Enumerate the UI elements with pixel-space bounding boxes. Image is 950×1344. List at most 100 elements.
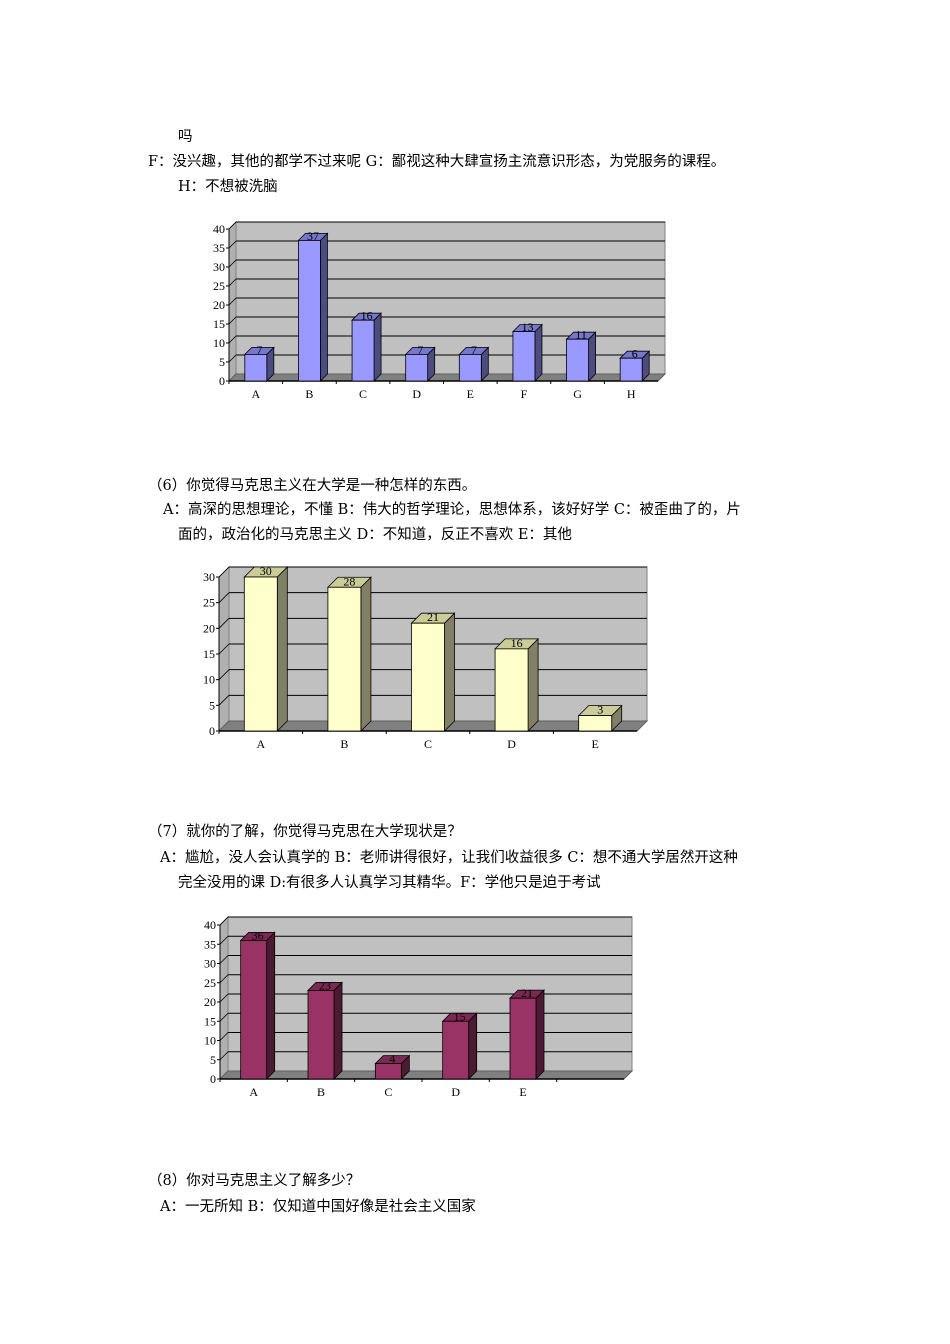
gridline-side bbox=[228, 259, 237, 268]
bar-side bbox=[535, 989, 545, 1080]
bar-face bbox=[442, 1020, 470, 1080]
bar-side bbox=[468, 1012, 478, 1080]
bar-side bbox=[444, 612, 455, 732]
y-tick-label: 20 bbox=[204, 995, 216, 1009]
x-tick-label: G bbox=[573, 387, 582, 401]
bar-side bbox=[266, 931, 276, 1080]
bar-side bbox=[373, 312, 382, 382]
gridline-side bbox=[219, 955, 229, 964]
bar-face bbox=[578, 715, 613, 732]
gridline-side bbox=[218, 618, 230, 629]
bar-E: 7 bbox=[458, 343, 490, 382]
gridline-side bbox=[218, 566, 230, 578]
bar-side bbox=[333, 981, 343, 1080]
data-label: 6 bbox=[632, 347, 638, 361]
y-tick-label: 15 bbox=[204, 1014, 216, 1028]
gridline-side bbox=[228, 297, 237, 306]
bar-face bbox=[619, 357, 643, 382]
y-tick-label: 5 bbox=[210, 1053, 216, 1067]
x-tick-label: B bbox=[317, 1085, 325, 1099]
bar-chart-2: 0 5 10 15 20 25 30 A 30 B 28 C 21 D 16 E 3 bbox=[203, 564, 649, 751]
q8-options-line-1: A：一无所知 B：仅知道中国好像是社会主义国家 bbox=[160, 1199, 476, 1215]
data-label: 15 bbox=[454, 1009, 466, 1023]
bar-face bbox=[327, 586, 362, 732]
bar-face bbox=[374, 1063, 402, 1080]
bar-side bbox=[320, 232, 328, 382]
data-label: 13 bbox=[521, 320, 533, 334]
floor bbox=[227, 373, 667, 382]
q5-line-1: 吗 bbox=[178, 129, 193, 145]
q6-options-line-1: A：高深的思想理论，不懂 B：伟大的哲学理论，思想体系，该好好学 C：被歪曲了的… bbox=[163, 502, 741, 518]
y-tick-label: 10 bbox=[213, 336, 225, 350]
y-tick-label: 25 bbox=[203, 596, 215, 610]
bar-A: 36 bbox=[239, 928, 276, 1080]
data-label: 23 bbox=[319, 978, 331, 992]
y-tick-label: 0 bbox=[209, 724, 215, 738]
x-tick-label: E bbox=[467, 387, 474, 401]
bar-B: 28 bbox=[326, 574, 372, 732]
y-tick-label: 15 bbox=[213, 317, 225, 331]
x-tick-label: A bbox=[251, 387, 260, 401]
x-tick-label: D bbox=[451, 1085, 460, 1099]
x-tick-label: D bbox=[412, 387, 421, 401]
gridline-side bbox=[218, 592, 230, 603]
y-tick-label: 20 bbox=[203, 621, 215, 635]
data-label: 7 bbox=[417, 343, 423, 357]
gridline-side bbox=[219, 974, 229, 984]
y-tick-label: 0 bbox=[219, 374, 225, 388]
y-tick-label: 35 bbox=[213, 241, 225, 255]
bar-D: 16 bbox=[494, 636, 540, 732]
bar-face bbox=[411, 622, 445, 732]
bar-B: 23 bbox=[307, 978, 343, 1080]
bar-B: 37 bbox=[297, 229, 329, 382]
data-label: 37 bbox=[307, 229, 319, 243]
data-label: 21 bbox=[521, 986, 533, 1000]
bar-chart-3: 0 5 10 15 20 25 30 35 40 A 36 B 23 C 4 D 15 E 21 bbox=[204, 915, 634, 1099]
bar-face bbox=[240, 940, 268, 1080]
q8-question: （8）你对马克思主义了解多少？ bbox=[148, 1173, 361, 1189]
data-label: 16 bbox=[511, 636, 523, 650]
bar-E: 21 bbox=[509, 986, 545, 1080]
data-label: 7 bbox=[471, 343, 477, 357]
bar-D: 15 bbox=[441, 1009, 478, 1080]
q6-question: （6）你觉得马克思主义在大学是一种怎样的东西。 bbox=[148, 478, 477, 494]
gridline-side bbox=[219, 1012, 229, 1022]
bar-A: 30 bbox=[243, 564, 289, 732]
bar-side bbox=[527, 637, 539, 732]
gridline-side bbox=[218, 643, 230, 655]
x-tick-label: E bbox=[519, 1085, 526, 1099]
y-tick-label: 10 bbox=[204, 1034, 216, 1048]
y-tick-label: 0 bbox=[210, 1072, 216, 1086]
y-tick-label: 20 bbox=[213, 298, 225, 312]
x-tick-label: C bbox=[424, 737, 432, 751]
data-label: 21 bbox=[427, 610, 439, 624]
y-tick-label: 25 bbox=[204, 976, 216, 990]
data-label: 16 bbox=[361, 309, 373, 323]
gridline-side bbox=[228, 221, 237, 230]
y-tick-label: 40 bbox=[204, 918, 216, 932]
bar-face bbox=[458, 353, 482, 382]
gridline-side bbox=[228, 335, 237, 344]
q7-options-line-2: 完全没用的课 D:有很多人认真学习其精华。F：学他只是迫于考试 bbox=[178, 875, 601, 891]
gridline-side bbox=[228, 240, 237, 249]
bar-G: 11 bbox=[565, 328, 597, 382]
x-tick-label: C bbox=[384, 1085, 392, 1099]
y-tick-label: 15 bbox=[203, 647, 215, 661]
y-tick-label: 30 bbox=[213, 260, 225, 274]
gridline-side bbox=[218, 669, 230, 680]
x-tick-label: C bbox=[359, 387, 367, 401]
gridline-side bbox=[219, 916, 229, 926]
bar-C: 4 bbox=[374, 1052, 411, 1080]
data-label: 3 bbox=[597, 703, 603, 717]
bar-side bbox=[276, 566, 288, 732]
data-label: 7 bbox=[256, 343, 262, 357]
data-label: 36 bbox=[252, 928, 264, 942]
bar-F: 13 bbox=[511, 320, 543, 382]
data-label: 4 bbox=[389, 1052, 395, 1066]
y-tick-label: 10 bbox=[203, 673, 215, 687]
x-tick-label: E bbox=[592, 737, 599, 751]
bar-C: 16 bbox=[351, 309, 383, 382]
bar-face bbox=[351, 319, 375, 382]
x-tick-label: F bbox=[521, 387, 528, 401]
